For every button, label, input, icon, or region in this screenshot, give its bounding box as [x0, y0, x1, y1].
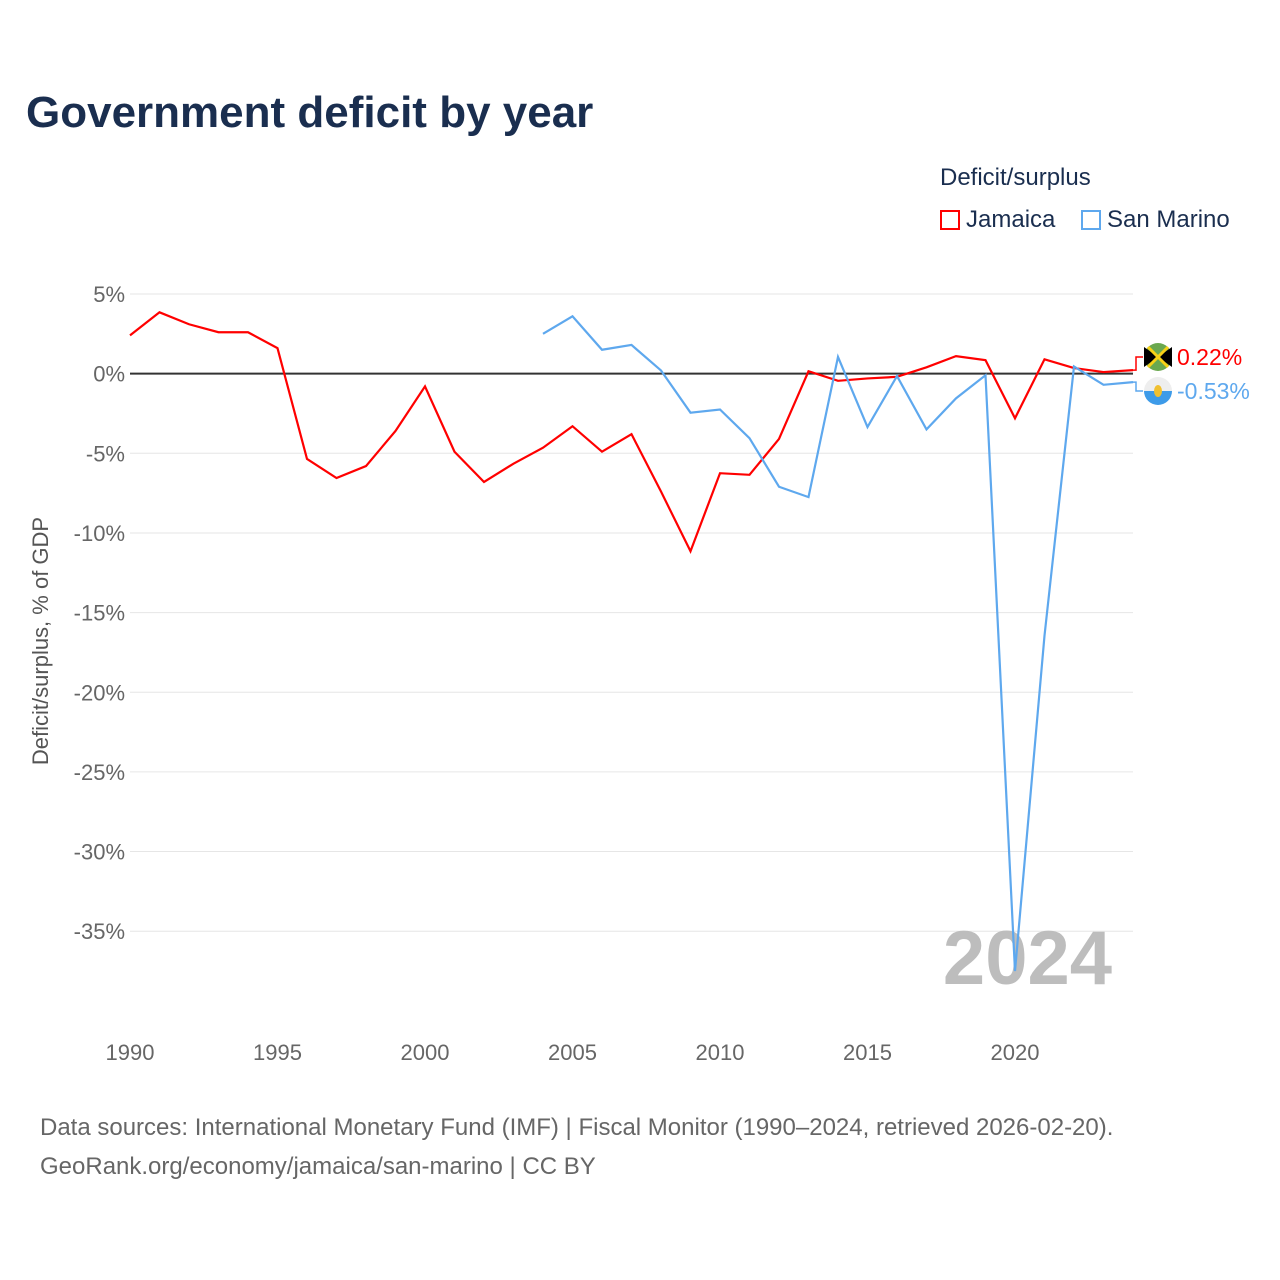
jamaica-flag-icon — [1144, 343, 1172, 371]
flag-saltire — [1146, 345, 1170, 369]
y-tick-label: 0% — [93, 362, 125, 387]
y-tick-label: 5% — [93, 282, 125, 307]
x-tick-label: 2010 — [696, 1040, 745, 1065]
source-line-2[interactable]: GeoRank.org/economy/jamaica/san-marino |… — [40, 1153, 596, 1180]
series-line-jamaica — [129, 311, 1134, 555]
end-connector — [1133, 381, 1143, 392]
legend-item-jamaica[interactable]: Jamaica — [940, 206, 1055, 234]
x-tick-label: 1990 — [106, 1040, 155, 1065]
series-line-san-marino — [542, 314, 1134, 972]
y-tick-label: -5% — [86, 441, 125, 466]
x-tick-label: 2005 — [548, 1040, 597, 1065]
chart-title: Government deficit by year — [26, 88, 594, 137]
flag-emblem — [1154, 385, 1162, 397]
end-value-label: -0.53% — [1177, 378, 1250, 404]
y-tick-label: -15% — [74, 601, 125, 626]
flag-blue-half — [1144, 391, 1172, 405]
x-tick-label: 2015 — [843, 1040, 892, 1065]
y-tick-label: -20% — [74, 680, 125, 705]
san-marino-flag-icon — [1144, 377, 1172, 405]
source-note: Data sources: International Monetary Fun… — [40, 1108, 1113, 1186]
end-value-label: 0.22% — [1177, 344, 1242, 370]
y-tick-label: -25% — [74, 760, 125, 785]
legend-swatch-jamaica — [940, 210, 960, 230]
x-tick-label: 2020 — [991, 1040, 1040, 1065]
legend-title: Deficit/surplus — [940, 164, 1091, 191]
source-line-1: Data sources: International Monetary Fun… — [40, 1114, 1114, 1141]
x-tick-label: 2000 — [401, 1040, 450, 1065]
legend-swatch-san-marino — [1081, 210, 1101, 230]
x-tick-label: 1995 — [253, 1040, 302, 1065]
end-connector — [1133, 356, 1143, 371]
legend-label-jamaica: Jamaica — [966, 206, 1056, 233]
y-tick-label: -35% — [74, 919, 125, 944]
y-tick-label: -30% — [74, 840, 125, 865]
legend-label-san-marino: San Marino — [1107, 206, 1230, 233]
y-tick-label: -10% — [74, 521, 125, 546]
legend-item-san-marino[interactable]: San Marino — [1081, 206, 1230, 234]
plot-area: 5% 0% -5% -10% -15% -20% -25% -30% -35% 1990 1995 2… — [74, 282, 1250, 1065]
year-watermark: 2024 — [943, 916, 1112, 1001]
